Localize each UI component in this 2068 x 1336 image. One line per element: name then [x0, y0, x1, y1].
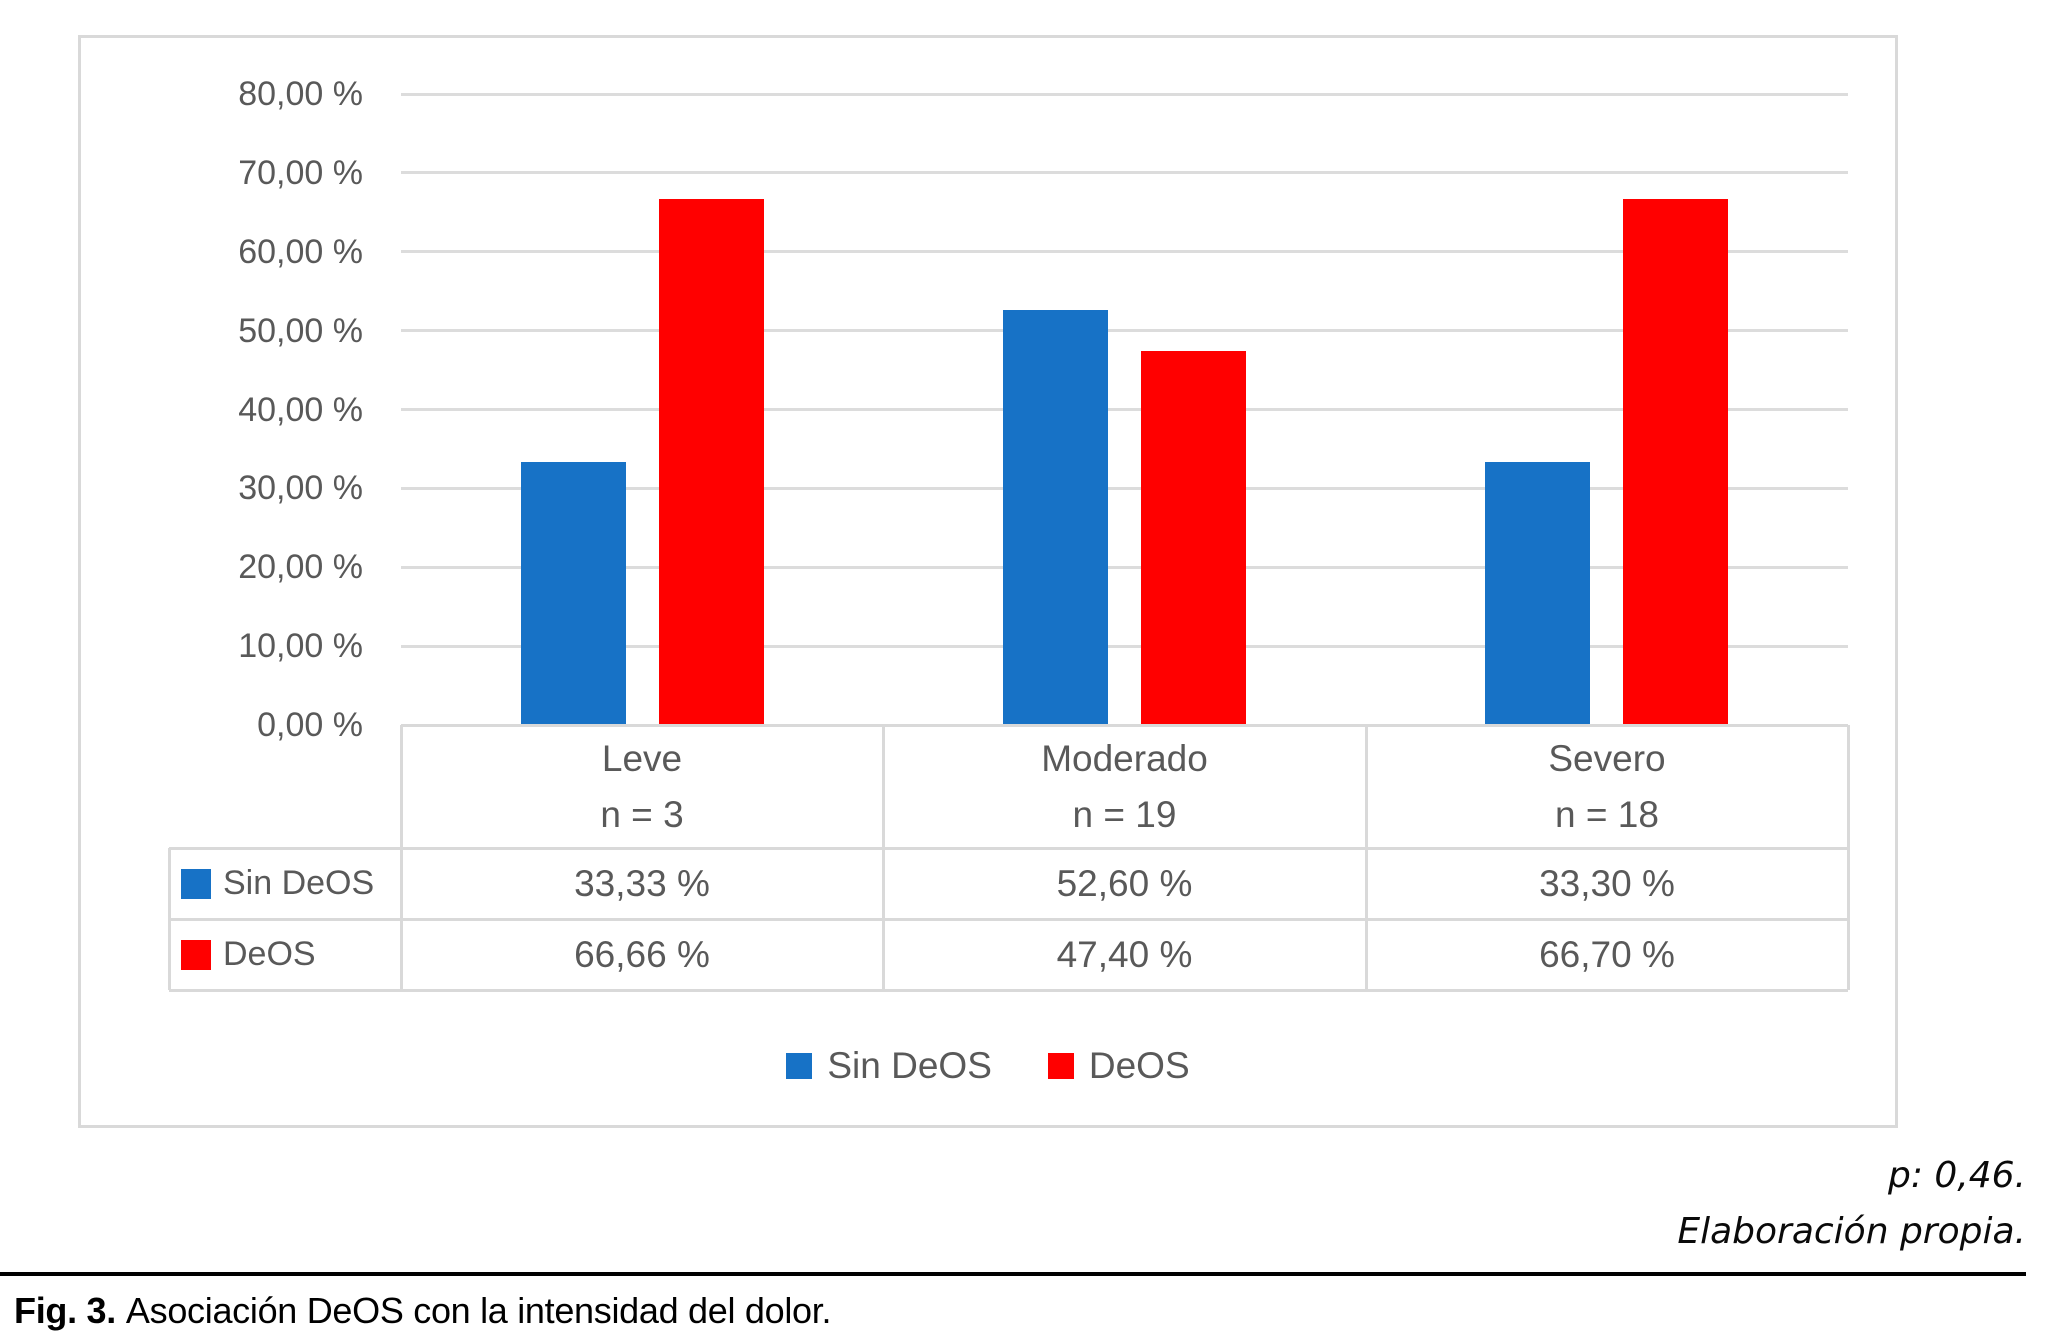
table-category-cell-moderado: Moderado n = 19 [883, 725, 1366, 848]
y-axis-tick-label: 70,00 % [238, 153, 363, 192]
bar-sin-deos-moderado [1002, 310, 1108, 725]
chart-legend: Sin DeOS DeOS [81, 1038, 1895, 1094]
series-name: Sin DeOS [223, 864, 375, 902]
category-name: Severo [1548, 737, 1666, 779]
y-axis-tick-label: 40,00 % [238, 390, 363, 429]
table-hline-1 [169, 846, 1848, 850]
series-color-swatch [181, 939, 211, 970]
table-hline-2 [169, 917, 1848, 921]
source-note: Elaboración propia. [1677, 1211, 2026, 1252]
y-axis-tick-label: 80,00 % [238, 75, 363, 113]
table-series-key-sin-deos: Sin DeOS [169, 848, 401, 919]
bar-sin-deos-severo [1484, 462, 1590, 725]
y-axis-tick-label: 10,00 % [238, 627, 363, 666]
table-hline-0 [401, 723, 1848, 727]
table-hline-3 [169, 988, 1848, 992]
y-axis-tick-label: 20,00 % [238, 548, 363, 587]
table-vline-3 [1364, 725, 1368, 990]
bar-deos-leve [658, 199, 764, 725]
legend-swatch [1047, 1053, 1074, 1079]
gridline-70 [401, 171, 1848, 175]
table-vline-0 [167, 848, 171, 990]
table-category-cell-leve: Leve n = 3 [401, 725, 883, 848]
gridline-30 [401, 486, 1848, 490]
gridline-60 [401, 250, 1848, 254]
bar-deos-severo [1622, 198, 1728, 725]
y-axis-tick-label: 60,00 % [238, 232, 363, 271]
legend-item-sin-deos: Sin DeOS [786, 1045, 992, 1087]
table-value-sin-deos-severo: 33,30 % [1539, 862, 1675, 904]
gridline-10 [401, 644, 1848, 648]
table-vline-2 [881, 725, 885, 990]
table-value-deos-severo: 66,70 % [1539, 933, 1675, 975]
legend-swatch [786, 1053, 813, 1079]
legend-label: DeOS [1088, 1045, 1190, 1086]
figure-caption-text: Asociación DeOS con la intensidad del do… [125, 1290, 832, 1331]
legend-item-deos: DeOS [1047, 1045, 1190, 1087]
figure-notes: p: 0,46. Elaboración propia. [1677, 1148, 2026, 1260]
bar-deos-moderado [1140, 351, 1246, 725]
gridline-40 [401, 408, 1848, 411]
figure-caption-label: Fig. 3. [14, 1290, 116, 1331]
series-name: DeOS [223, 935, 316, 973]
gridline-50 [401, 329, 1848, 333]
table-value-sin-deos-leve: 33,33 % [574, 862, 710, 904]
table-vline-1 [399, 725, 403, 990]
category-n-label: n = 3 [600, 793, 684, 835]
table-value-deos-moderado: 47,40 % [1056, 933, 1193, 975]
caption-divider [0, 1272, 2026, 1276]
gridline-20 [401, 565, 1848, 569]
y-axis-tick-label: 50,00 % [238, 311, 363, 350]
category-name: Leve [601, 737, 683, 779]
series-color-swatch [181, 868, 211, 899]
bar-sin-deos-leve [520, 462, 626, 725]
y-axis-tick-label: 30,00 % [238, 469, 363, 508]
table-value-deos-leve: 66,66 % [574, 933, 710, 975]
table-series-key-deos: DeOS [169, 919, 401, 990]
legend-label: Sin DeOS [827, 1045, 992, 1086]
y-axis-tick-label: 0,00 % [257, 706, 363, 744]
category-n-label: n = 19 [1072, 793, 1177, 835]
chart-figure: 80,00 % 70,00 % 60,00 % 50,00 % 40,00 % 30,00… [78, 35, 1898, 1128]
p-value-note: p: 0,46. [1887, 1155, 2026, 1196]
category-name: Moderado [1041, 737, 1208, 779]
table-category-cell-severo: Severo n = 18 [1366, 725, 1848, 848]
table-value-sin-deos-moderado: 52,60 % [1056, 862, 1193, 904]
figure-caption: Fig. 3. Asociación DeOS con la intensidad… [14, 1290, 831, 1332]
gridline-80 [401, 92, 1848, 96]
category-n-label: n = 18 [1555, 793, 1659, 835]
table-vline-4 [1846, 725, 1850, 990]
